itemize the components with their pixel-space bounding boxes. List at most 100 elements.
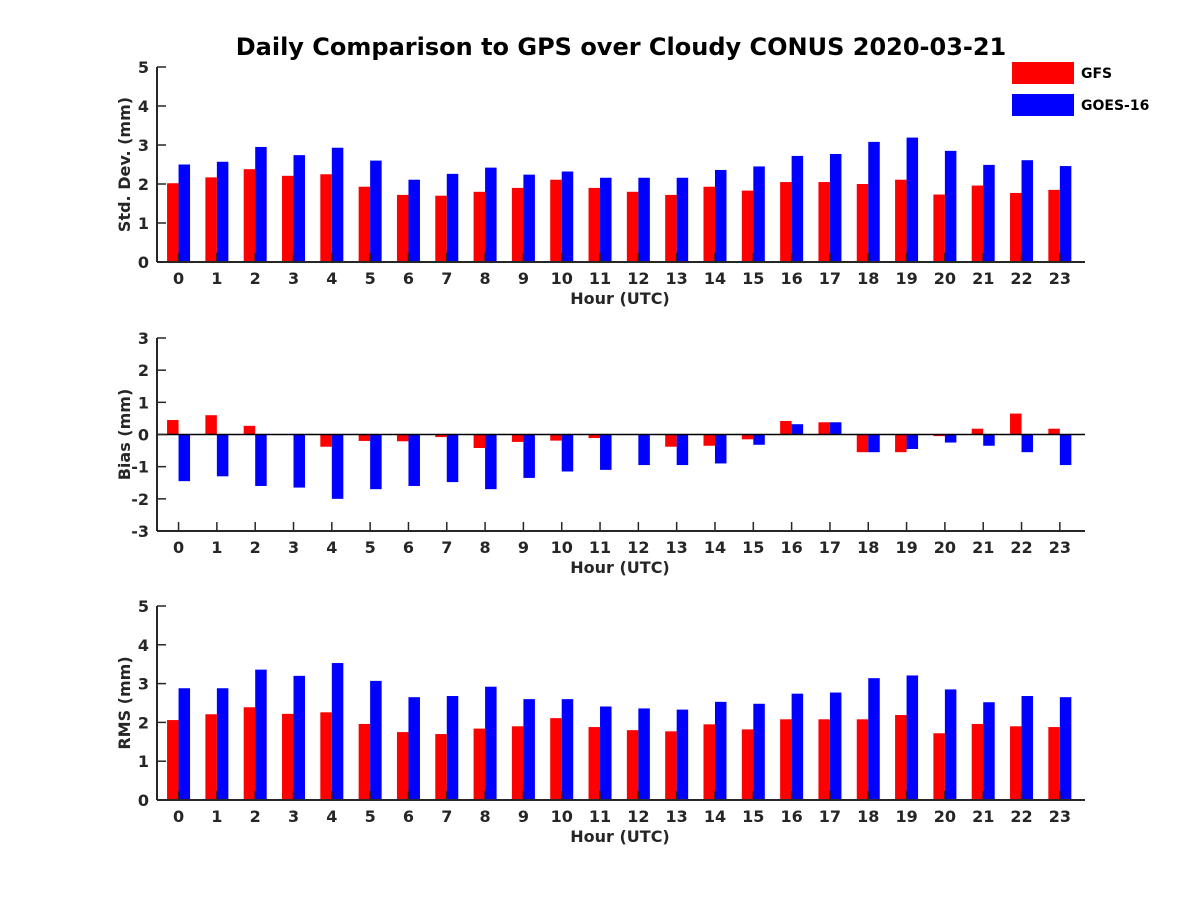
y-tick-label: 1 [138,752,149,771]
bar [167,720,179,800]
bar [511,434,524,442]
bar [714,434,727,464]
y-axis-label: Bias (mm) [115,389,134,481]
bar [906,434,919,449]
bar [676,434,689,466]
bar [895,715,907,800]
bar [473,191,486,262]
x-tick-label: 3 [288,807,299,826]
bar [1059,166,1072,262]
bar [408,697,420,800]
bar [895,434,907,453]
bar [818,719,830,800]
bar [550,434,562,441]
bar [1010,413,1022,435]
y-tick-label: 2 [138,361,149,380]
x-tick-label: 10 [551,538,573,557]
legend: GFS GOES-16 [1012,62,1149,116]
bar [435,434,447,438]
bar [561,434,574,472]
x-tick-label: 21 [972,269,994,288]
bar [320,434,332,447]
bar [791,155,804,262]
bar [167,183,179,262]
bar [396,732,409,800]
bar [370,160,382,262]
x-tick-label: 21 [972,538,994,557]
bar [856,434,869,453]
bar [868,678,880,800]
x-tick-label: 5 [365,807,376,826]
x-tick-label: 18 [857,269,879,288]
bar [243,425,256,435]
bar [446,696,459,800]
x-tick-label: 15 [742,807,764,826]
legend-swatch [1012,62,1074,84]
bar [205,177,217,262]
bar [523,174,535,262]
y-tick-label: -3 [131,522,149,541]
x-tick-label: 3 [288,538,299,557]
y-tick-label: 0 [138,791,149,810]
bar [983,164,995,262]
y-tick-label: -2 [131,490,149,509]
bar [408,179,420,262]
bar [856,719,869,800]
x-tick-label: 23 [1049,807,1071,826]
bar [791,693,804,800]
x-tick-label: 20 [934,807,956,826]
x-tick-label: 10 [551,807,573,826]
x-tick-label: 13 [666,807,688,826]
bar [983,702,995,800]
x-tick-label: 16 [780,269,802,288]
bar [676,709,689,800]
bar [780,719,792,800]
x-tick-label: 16 [780,807,802,826]
x-tick-label: 4 [326,538,337,557]
bar [829,422,842,435]
bar [205,714,217,800]
bar [741,434,754,440]
x-tick-label: 3 [288,269,299,288]
bar [829,692,842,800]
bar [741,729,754,800]
y-tick-label: 0 [138,253,149,272]
y-tick-label: 1 [138,214,149,233]
bar [1010,192,1022,262]
bar [753,166,765,262]
bar [944,150,957,262]
x-tick-label: 11 [589,807,611,826]
bar [588,434,601,439]
bar [818,422,830,435]
x-tick-label: 0 [173,807,184,826]
x-tick-label: 15 [742,538,764,557]
series-gfs [167,169,1060,262]
bar [396,434,409,442]
x-tick-label: 11 [589,269,611,288]
y-tick-label: -1 [131,458,149,477]
x-tick-label: 20 [934,538,956,557]
x-tick-label: 22 [1010,538,1032,557]
bar [561,171,574,262]
x-tick-label: 17 [819,269,841,288]
y-tick-label: 3 [138,675,149,694]
x-tick-label: 7 [441,538,452,557]
bar [446,173,459,262]
bar [933,733,945,800]
bar [1021,160,1034,262]
bar [331,663,344,800]
bar [1048,727,1060,800]
x-tick-label: 2 [250,807,261,826]
bar [944,434,957,443]
bar [358,723,371,800]
bar [780,420,792,435]
x-tick-label: 12 [627,538,649,557]
bar [485,167,497,262]
bar [638,177,650,262]
bar [791,424,804,435]
figure-title: Daily Comparison to GPS over Cloudy CONU… [236,33,1007,61]
bar [944,689,957,800]
legend-label: GFS [1081,66,1112,82]
